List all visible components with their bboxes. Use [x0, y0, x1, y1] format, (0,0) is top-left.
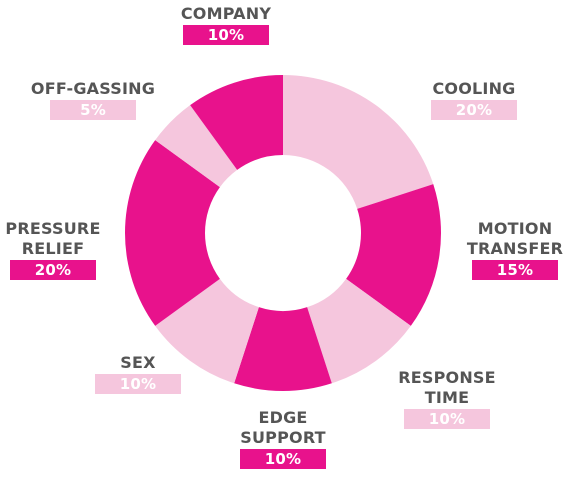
slice-response-time	[307, 278, 411, 384]
label-sex: SEX 10%	[90, 353, 186, 394]
label-pressure-relief-name: PRESSURE RELIEF	[5, 219, 101, 258]
label-sex-name: SEX	[120, 353, 156, 372]
label-edge-support: EDGE SUPPORT 10%	[226, 408, 340, 469]
slice-motion-transfer	[346, 184, 441, 326]
label-sex-value: 10%	[95, 374, 181, 394]
label-off-gassing: OFF-GASSING 5%	[18, 79, 168, 120]
label-company-value: 10%	[183, 25, 269, 45]
slice-company	[190, 75, 283, 170]
slice-off-gassing	[155, 105, 238, 188]
label-edge-support-name: EDGE SUPPORT	[240, 408, 326, 447]
label-motion-transfer-value: 15%	[472, 260, 558, 280]
label-cooling-value: 20%	[431, 100, 517, 120]
slice-cooling	[283, 75, 434, 209]
label-edge-support-value: 10%	[240, 449, 326, 469]
label-company: COMPANY 10%	[166, 4, 286, 45]
label-pressure-relief-value: 20%	[10, 260, 96, 280]
label-response-time-value: 10%	[404, 409, 490, 429]
label-motion-transfer: MOTION TRANSFER 15%	[460, 219, 567, 280]
slice-pressure-relief	[124, 140, 220, 326]
slice-sex	[155, 278, 259, 384]
label-response-time: RESPONSE TIME 10%	[390, 368, 504, 429]
label-pressure-relief: PRESSURE RELIEF 20%	[0, 219, 106, 280]
slice-edge-support	[234, 307, 332, 391]
label-company-name: COMPANY	[180, 4, 272, 23]
donut-slices	[124, 75, 441, 391]
label-motion-transfer-name: MOTION TRANSFER	[466, 219, 564, 258]
label-cooling: COOLING 20%	[414, 79, 534, 120]
label-cooling-name: COOLING	[432, 79, 516, 98]
label-off-gassing-name: OFF-GASSING	[30, 79, 156, 98]
label-off-gassing-value: 5%	[50, 100, 136, 120]
label-response-time-name: RESPONSE TIME	[398, 368, 496, 407]
